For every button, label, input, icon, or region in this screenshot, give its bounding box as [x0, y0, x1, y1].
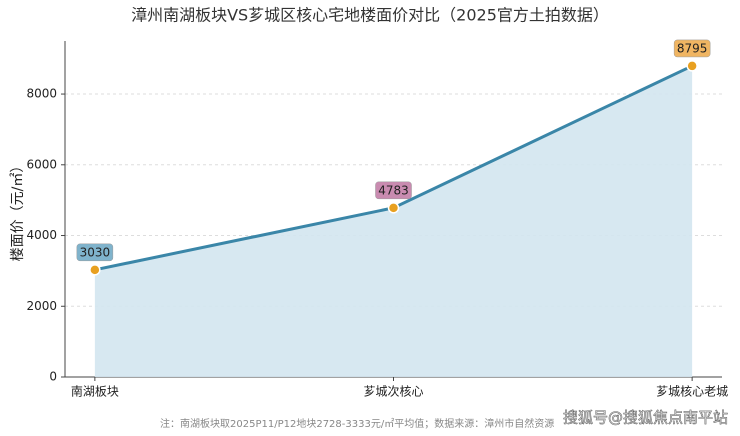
value-label: 8795 [677, 41, 708, 55]
y-axis-label: 楼面价（元/㎡） [10, 159, 26, 262]
chart-title: 漳州南湖板块VS芗城区核心宅地楼面价对比（2025官方土拍数据） [131, 6, 609, 25]
value-label-box [673, 39, 711, 58]
point [387, 202, 400, 214]
area [94, 65, 693, 377]
y-tick-label: 0 [49, 370, 57, 384]
x-tick-label: 芗城核心老城 [656, 385, 728, 399]
value-label-box [76, 243, 114, 262]
value-label-box [375, 181, 412, 200]
y-tick-label: 4000 [26, 228, 57, 242]
value-label: 4783 [378, 183, 409, 197]
y-tick-label: 2000 [26, 299, 57, 313]
point [89, 264, 101, 276]
y-tick-label: 8000 [26, 87, 57, 101]
point [686, 60, 698, 72]
x-tick-label: 南湖板块 [71, 384, 119, 399]
x-tick-label: 芗城次核心 [363, 385, 423, 399]
footnote: 注：南湖板块取2025P11/P12地块2728-3333元/㎡平均值；数据来源… [160, 417, 554, 430]
y-tick-label: 6000 [26, 157, 57, 171]
value-label: 3030 [80, 245, 111, 259]
watermark: 搜狐号@搜狐焦点南平站 [563, 409, 728, 427]
